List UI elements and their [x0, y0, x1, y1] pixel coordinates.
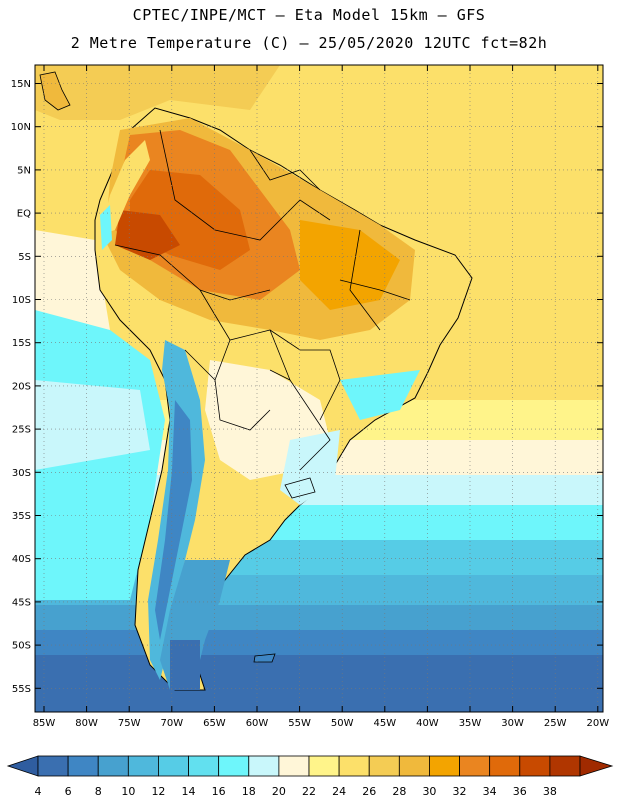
colorbar-label: 24 — [332, 785, 346, 798]
lon-label: 25W — [544, 718, 567, 729]
colorbar-label: 4 — [35, 785, 42, 798]
lon-label: 45W — [373, 718, 396, 729]
ocean-band-4 — [35, 655, 603, 712]
lat-label: 20S — [12, 381, 31, 392]
central-america-land — [39, 71, 71, 111]
map-frame — [34, 64, 604, 713]
colorbar-label: 22 — [302, 785, 316, 798]
colorbar-label: 20 — [272, 785, 286, 798]
axis-ticks — [35, 65, 603, 712]
country-borders — [114, 129, 411, 471]
title-line-1: CPTEC/INPE/MCT – Eta Model 15km – GFS — [132, 6, 486, 24]
ecuador-highland-zone — [100, 205, 112, 250]
lon-label: 35W — [459, 718, 482, 729]
pacific-mild-water — [35, 380, 150, 470]
longitude-labels: 85W 80W 75W 70W 65W 60W 55W 50W 45W 40W 35W 30W 25W 2… — [33, 718, 610, 729]
lat-label: 45S — [12, 597, 31, 608]
grid-lines — [35, 65, 603, 712]
caribbean-water — [35, 65, 280, 120]
lon-label: 80W — [75, 718, 98, 729]
colorbar-label: 26 — [362, 785, 376, 798]
colorbar-swatch — [278, 755, 310, 777]
title-line-2: 2 Metre Temperature (C) – 25/05/2020 12U… — [70, 34, 548, 52]
lat-label: 10N — [11, 122, 31, 133]
colorbar-swatch — [158, 755, 189, 777]
lat-label: 15S — [12, 338, 31, 349]
northeast-brazil-zone — [300, 220, 400, 310]
colorbar-swatch — [218, 755, 250, 777]
lon-label: 60W — [246, 718, 269, 729]
lat-label: 35S — [12, 511, 31, 522]
colorbar-swatch — [338, 755, 370, 777]
colorbar-label: 38 — [543, 785, 557, 798]
latitude-labels: 15N 10N 5N EQ 5S 10S 15S 20S 25S 30S 35S 40S 45S 50S 5… — [11, 79, 31, 695]
colorbar-swatch — [398, 755, 430, 777]
colorbar-label: 8 — [95, 785, 102, 798]
lat-label: 40S — [12, 554, 31, 565]
lon-label: 65W — [203, 718, 226, 729]
colorbar: 4 6 8 10 12 14 16 18 20 22 24 26 28 30 32 34 36 38 — [6, 755, 614, 798]
colorbar-arrow-low — [6, 755, 39, 777]
colorbar-swatch — [188, 755, 220, 777]
lon-label: 20W — [586, 718, 609, 729]
lat-label: 10S — [12, 295, 31, 306]
lat-label: 15N — [11, 79, 31, 90]
northern-andes-zone — [100, 140, 150, 235]
lat-label: 5S — [18, 252, 31, 263]
colorbar-swatch — [127, 755, 159, 777]
lon-label: 55W — [288, 718, 311, 729]
colorbar-swatch — [248, 755, 280, 777]
colorbar-swatch — [308, 755, 340, 777]
amazon-peak-zone — [115, 210, 180, 260]
lon-label: 85W — [33, 718, 56, 729]
tierra-del-fuego-zone — [170, 640, 200, 690]
colorbar-label: 18 — [242, 785, 256, 798]
colorbar-swatch — [368, 755, 400, 777]
lat-label: 30S — [12, 468, 31, 479]
colorbar-swatch — [67, 755, 99, 777]
colorbar-swatch — [97, 755, 129, 777]
lon-label: 40W — [416, 718, 439, 729]
lat-label: 25S — [12, 425, 31, 436]
colorbar-arrow-high — [579, 755, 614, 777]
colorbar-label: 12 — [151, 785, 165, 798]
colorbar-swatch — [429, 755, 460, 777]
colorbar-label: 34 — [483, 785, 497, 798]
lat-label: 55S — [12, 684, 31, 695]
falkland-islands — [253, 653, 276, 663]
colorbar-swatch — [459, 755, 491, 777]
colorbar-label: 6 — [65, 785, 72, 798]
colorbar-label: 10 — [121, 785, 135, 798]
southeast-brazil-cool-zone — [340, 370, 420, 420]
lagoon — [284, 477, 316, 499]
lon-label: 75W — [118, 718, 141, 729]
pacific-coastal-water — [35, 230, 110, 330]
colorbar-label: 30 — [422, 785, 436, 798]
colorbar-label: 14 — [182, 785, 196, 798]
colorbar-swatch — [519, 755, 551, 777]
lat-label: EQ — [17, 209, 31, 220]
lon-label: 50W — [331, 718, 354, 729]
colorbar-swatch — [37, 755, 69, 777]
colorbar-label: 32 — [453, 785, 467, 798]
lat-label: 50S — [12, 641, 31, 652]
andes-colder-zone — [155, 400, 192, 640]
colorbar-swatch — [549, 755, 581, 777]
lon-label: 70W — [160, 718, 183, 729]
lon-label: 30W — [501, 718, 524, 729]
colorbar-label: 28 — [392, 785, 406, 798]
colorbar-label: 16 — [212, 785, 226, 798]
colorbar-swatch — [489, 755, 521, 777]
lat-label: 5N — [17, 165, 31, 176]
colorbar-label: 36 — [513, 785, 527, 798]
